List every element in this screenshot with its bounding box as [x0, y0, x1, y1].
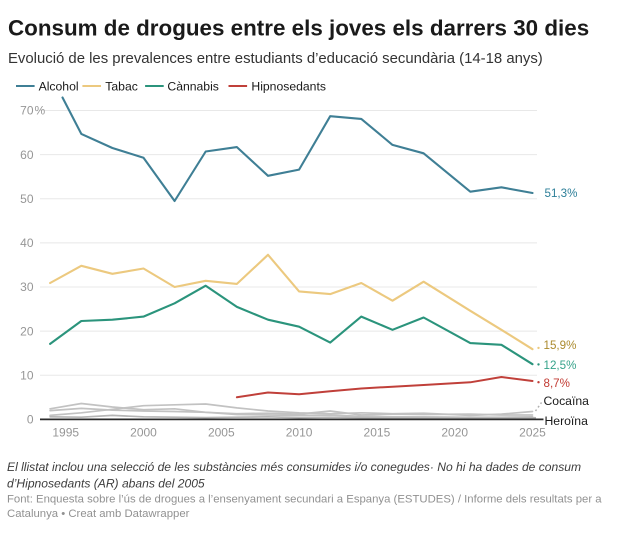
svg-text:2015: 2015	[364, 426, 391, 440]
svg-text:Evolució de les prevalences en: Evolució de les prevalences entre estudi…	[8, 51, 543, 67]
svg-text:1995: 1995	[52, 426, 79, 440]
svg-text:50: 50	[20, 192, 34, 206]
svg-text:2020: 2020	[441, 426, 468, 440]
svg-text:30: 30	[20, 280, 34, 294]
svg-text:Font: Enquesta sobre l’ús de d: Font: Enquesta sobre l’ús de drogues a l…	[7, 494, 602, 506]
svg-text:0: 0	[27, 413, 34, 427]
svg-text:10: 10	[20, 369, 34, 383]
svg-text:Heroïna: Heroïna	[545, 414, 589, 428]
svg-text:Cocaïna: Cocaïna	[544, 394, 590, 408]
svg-text:Alcohol: Alcohol	[39, 80, 79, 94]
svg-text:2005: 2005	[208, 426, 235, 440]
svg-text:Cànnabis: Cànnabis	[167, 80, 219, 94]
svg-text:2010: 2010	[286, 426, 313, 440]
svg-text:12,5%: 12,5%	[544, 359, 577, 372]
svg-text:%: %	[35, 104, 46, 118]
svg-text:60: 60	[20, 148, 34, 162]
svg-text:Catalunya • Creat amb Datawrap: Catalunya • Creat amb Datawrapper	[7, 508, 190, 520]
svg-text:15,9%: 15,9%	[544, 339, 577, 352]
svg-text:Consum de drogues entre els jo: Consum de drogues entre els joves els da…	[8, 16, 589, 41]
svg-text:El llistat inclou una selecció: El llistat inclou una selecció de les su…	[7, 460, 581, 474]
svg-text:Hipnosedants: Hipnosedants	[251, 80, 326, 94]
svg-text:20: 20	[20, 324, 34, 338]
svg-text:8,7%: 8,7%	[544, 377, 570, 390]
svg-text:70: 70	[20, 104, 34, 118]
svg-text:Tabac: Tabac	[105, 80, 138, 94]
svg-text:2025: 2025	[519, 426, 546, 440]
svg-text:2000: 2000	[130, 426, 157, 440]
svg-text:51,3%: 51,3%	[545, 187, 578, 200]
svg-text:d’Hipnosedants (AR) abans del: d’Hipnosedants (AR) abans del 2005	[7, 477, 205, 491]
svg-text:40: 40	[20, 236, 34, 250]
